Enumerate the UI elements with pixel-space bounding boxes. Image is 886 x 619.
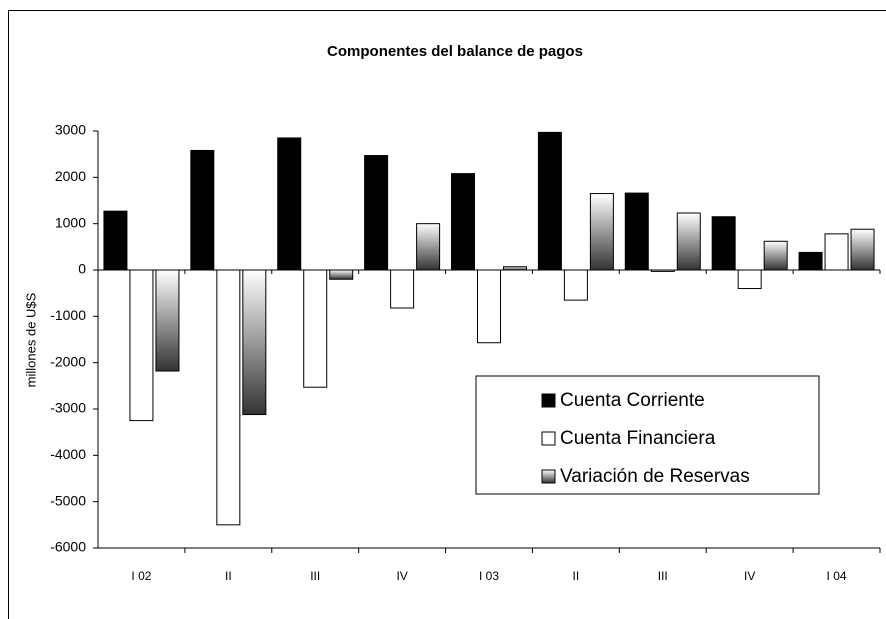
bar — [676, 212, 701, 271]
chart-title: Componentes del balance de pagos — [327, 43, 583, 60]
y-axis-label: millones de U$S — [23, 292, 38, 387]
x-tick-label: I 03 — [479, 569, 499, 583]
bar — [477, 269, 501, 344]
legend-swatch — [541, 469, 556, 484]
y-tick-label: -4000 — [50, 446, 86, 462]
legend-box — [475, 375, 820, 495]
bar — [277, 137, 302, 271]
chart-frame — [8, 10, 886, 619]
y-tick-label: 1000 — [55, 214, 86, 230]
bar — [824, 233, 849, 271]
bar — [503, 266, 527, 271]
legend-label: Variación de Reservas — [560, 466, 750, 487]
bar — [589, 193, 614, 271]
bar — [737, 269, 762, 290]
bar — [451, 173, 475, 271]
bar — [190, 149, 215, 271]
y-tick-label: -1000 — [50, 307, 86, 323]
bar — [390, 269, 415, 309]
x-tick-label: I 04 — [827, 569, 847, 583]
bar — [329, 269, 354, 280]
x-tick-label: III — [310, 569, 320, 583]
bar — [303, 269, 328, 388]
y-tick-label: -2000 — [50, 353, 86, 369]
bar — [624, 192, 649, 271]
bar — [850, 228, 875, 271]
y-tick-label: -3000 — [50, 400, 86, 416]
bar — [103, 210, 128, 271]
x-tick-label: II — [573, 569, 580, 583]
legend-label: Cuenta Corriente — [560, 390, 705, 411]
bar — [537, 131, 562, 271]
bar — [763, 240, 788, 271]
x-tick-label: III — [658, 569, 668, 583]
y-tick-label: 0 — [78, 261, 86, 277]
x-tick-label: II — [225, 569, 232, 583]
y-tick-label: -5000 — [50, 492, 86, 508]
legend-swatch — [541, 431, 556, 446]
bar — [129, 269, 154, 422]
bar — [711, 216, 736, 271]
x-tick-label: IV — [744, 569, 755, 583]
bar — [242, 269, 267, 416]
bar — [650, 269, 675, 272]
legend-swatch — [541, 393, 556, 408]
bar — [216, 269, 241, 526]
y-tick-label: 3000 — [55, 122, 86, 138]
bar — [563, 269, 588, 301]
y-tick-label: -6000 — [50, 539, 86, 555]
x-tick-label: IV — [396, 569, 407, 583]
bar — [416, 223, 441, 271]
x-tick-label: I 02 — [131, 569, 151, 583]
bar — [798, 251, 823, 271]
y-tick-label: 2000 — [55, 168, 86, 184]
bar — [364, 155, 389, 271]
bar — [155, 269, 180, 372]
legend-label: Cuenta Financiera — [560, 428, 716, 449]
